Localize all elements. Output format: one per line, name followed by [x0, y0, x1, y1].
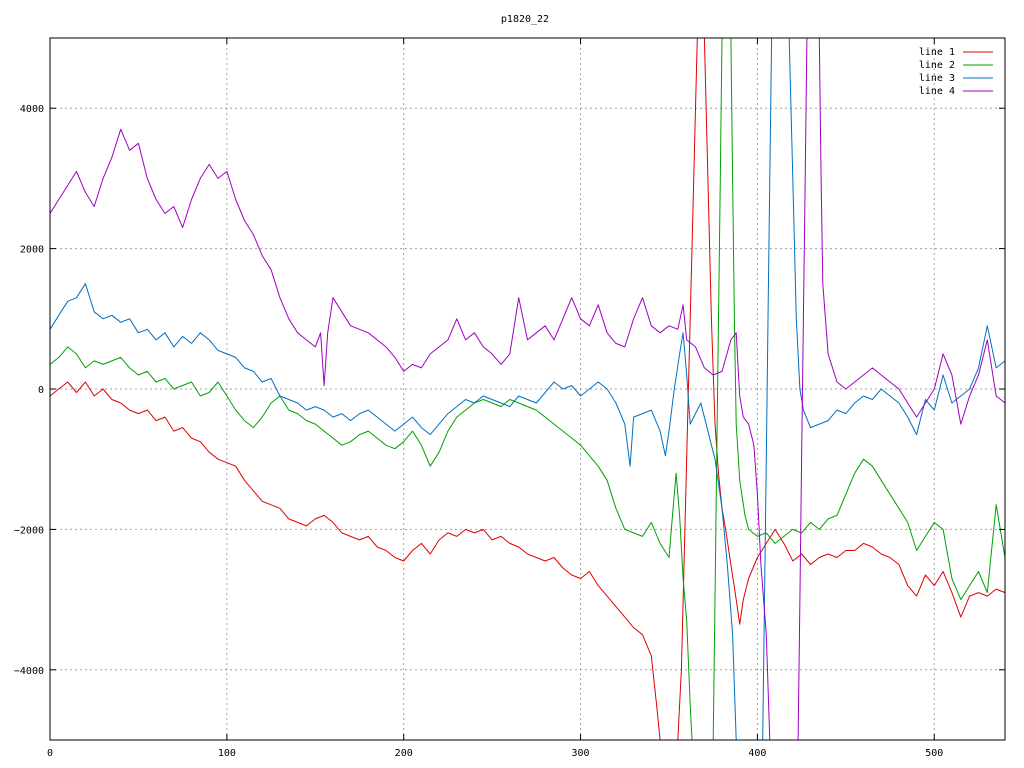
x-axis: 0 100 200 300 400 500	[47, 38, 943, 759]
legend-label: line 1	[919, 47, 955, 58]
x-tick-label: 0	[47, 748, 53, 759]
x-tick-label: 100	[218, 748, 236, 759]
x-tick-label: 200	[395, 748, 413, 759]
grid	[50, 38, 1005, 740]
y-tick-label: 4000	[20, 104, 44, 115]
series-line-1	[50, 38, 1005, 740]
y-tick-label: −4000	[14, 666, 44, 677]
y-tick-label: 2000	[20, 245, 44, 256]
y-tick-label: 0	[38, 385, 44, 396]
y-axis: −4000 −2000 0 2000 4000	[14, 104, 1005, 677]
series-line-4	[50, 38, 1005, 740]
chart-title: p1820_22	[501, 14, 549, 25]
series-group	[50, 38, 1005, 740]
y-tick-label: −2000	[14, 525, 44, 536]
legend-label: line 2	[919, 60, 955, 71]
legend-label: line 4	[919, 86, 955, 97]
x-tick-label: 500	[925, 748, 943, 759]
legend: line 1 line 2 line 3 line 4	[919, 47, 993, 97]
series-line-3	[50, 38, 1005, 740]
legend-label: line 3	[919, 73, 955, 84]
x-tick-label: 300	[572, 748, 590, 759]
x-tick-label: 400	[748, 748, 766, 759]
series-line-2	[50, 38, 1005, 740]
